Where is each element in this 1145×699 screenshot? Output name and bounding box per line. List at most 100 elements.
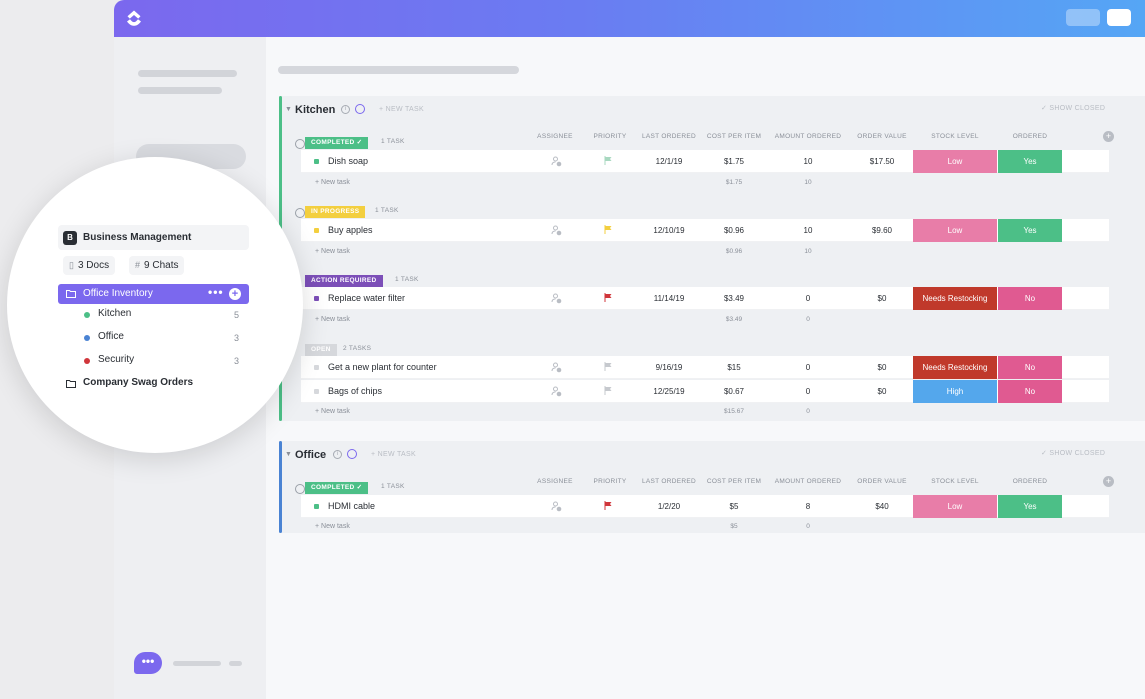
collapse-caret-icon[interactable]: ▼ xyxy=(285,451,292,458)
clickup-logo-icon[interactable] xyxy=(122,6,146,30)
new-task-button[interactable]: + New task xyxy=(315,316,350,323)
stock-level-cell[interactable]: Low xyxy=(913,495,997,518)
status-dot[interactable] xyxy=(314,389,319,394)
ordered-cell[interactable]: No xyxy=(998,356,1062,379)
assignee-icon[interactable] xyxy=(551,293,562,304)
task-name[interactable]: Buy apples xyxy=(328,225,373,235)
flag-icon[interactable] xyxy=(604,386,613,395)
ordered-cell[interactable]: Yes xyxy=(998,495,1062,518)
table-row[interactable]: Bags of chips 12/25/19 $0.67 0 $0 High N… xyxy=(301,380,1109,403)
task-name[interactable]: Get a new plant for counter xyxy=(328,362,437,372)
group-title: Kitchen xyxy=(295,104,336,116)
topbar-button-white[interactable] xyxy=(1107,9,1131,26)
sidebar-placeholder-line xyxy=(138,87,222,94)
status-badge[interactable]: IN PROGRESS xyxy=(305,206,366,218)
new-task-button[interactable]: + New task xyxy=(315,523,350,530)
stock-level-cell[interactable]: Low xyxy=(913,219,997,242)
list-name: Security xyxy=(98,354,135,365)
flag-icon[interactable] xyxy=(604,501,613,510)
status-dot[interactable] xyxy=(314,365,319,370)
task-count: 1 TASK xyxy=(381,483,405,490)
status-dot[interactable] xyxy=(314,228,319,233)
table-row[interactable]: HDMI cable 1/2/20 $5 8 $40 Low Yes xyxy=(301,495,1109,518)
new-task-header-button[interactable]: + NEW TASK xyxy=(379,106,424,113)
task-name[interactable]: Dish soap xyxy=(328,156,369,166)
status-badge[interactable]: COMPLETED ✓ xyxy=(305,137,369,149)
last-ordered-cell: 12/1/19 xyxy=(655,157,683,166)
col-amount-ordered: AMOUNT ORDERED xyxy=(774,133,842,140)
assignee-icon[interactable] xyxy=(551,156,562,167)
table-row[interactable]: Replace water filter 11/14/19 $3.49 0 $0… xyxy=(301,287,1109,310)
amount-cell: 8 xyxy=(805,502,811,511)
last-ordered-cell: 11/14/19 xyxy=(653,294,685,303)
chats-label: 9 Chats xyxy=(144,260,179,271)
flag-icon[interactable] xyxy=(604,156,613,165)
collapse-status-icon[interactable] xyxy=(295,484,305,494)
add-column-icon[interactable]: + xyxy=(1103,131,1114,142)
status-dot[interactable] xyxy=(314,504,319,509)
list-view-icon[interactable] xyxy=(347,449,357,459)
flag-icon[interactable] xyxy=(604,225,613,234)
status-badge[interactable]: OPEN xyxy=(305,344,337,356)
task-name[interactable]: HDMI cable xyxy=(328,501,376,511)
collapse-caret-icon[interactable]: ▼ xyxy=(285,106,292,113)
chats-chip[interactable]: #9 Chats xyxy=(129,256,185,275)
info-icon[interactable]: i xyxy=(333,450,342,459)
ordered-cell[interactable]: No xyxy=(998,380,1062,403)
group-color-bar xyxy=(279,441,282,533)
status-dot[interactable] xyxy=(314,159,319,164)
new-task-button[interactable]: + New task xyxy=(315,248,350,255)
new-task-button[interactable]: + New task xyxy=(315,179,350,186)
collapse-status-icon[interactable] xyxy=(295,208,305,218)
stock-level-cell[interactable]: High xyxy=(913,380,997,403)
chat-icon[interactable]: ••• xyxy=(134,652,162,674)
table-row[interactable]: Dish soap 12/1/19 $1.75 10 $17.50 Low Ye… xyxy=(301,150,1109,173)
stock-level-cell[interactable]: Low xyxy=(913,150,997,173)
sum-cost: $15.67 xyxy=(724,408,744,415)
sidebar-placeholder-line xyxy=(138,70,237,77)
sum-amount: 10 xyxy=(804,248,812,255)
show-closed-button[interactable]: ✓ SHOW CLOSED xyxy=(1041,105,1106,112)
status-dot[interactable] xyxy=(314,296,319,301)
task-count: 2 TASKS xyxy=(343,345,372,352)
collapse-status-icon[interactable] xyxy=(295,139,305,149)
workspace-header[interactable]: B Business Management xyxy=(58,225,249,250)
sidebar-footer-line xyxy=(173,661,221,666)
new-task-button[interactable]: + New task xyxy=(315,408,350,415)
value-cell: $40 xyxy=(875,502,889,511)
amount-cell: 10 xyxy=(803,226,813,235)
ordered-cell[interactable]: Yes xyxy=(998,150,1062,173)
task-name[interactable]: Bags of chips xyxy=(328,386,383,396)
task-name[interactable]: Replace water filter xyxy=(328,293,406,303)
flag-icon[interactable] xyxy=(604,293,613,302)
folder-name: Office Inventory xyxy=(83,288,153,299)
ordered-cell[interactable]: Yes xyxy=(998,219,1062,242)
assignee-icon[interactable] xyxy=(551,386,562,397)
info-icon[interactable]: i xyxy=(341,105,350,114)
stock-level-cell[interactable]: Needs Restocking xyxy=(913,356,997,379)
flag-icon[interactable] xyxy=(604,362,613,371)
assignee-icon[interactable] xyxy=(551,362,562,373)
stock-level-cell[interactable]: Needs Restocking xyxy=(913,287,997,310)
assignee-icon[interactable] xyxy=(551,501,562,512)
add-list-icon[interactable]: + xyxy=(229,288,241,300)
value-cell: $0 xyxy=(877,363,887,372)
table-row[interactable]: Buy apples 12/10/19 $0.96 10 $9.60 Low Y… xyxy=(301,219,1109,242)
cost-cell: $3.49 xyxy=(723,294,745,303)
ordered-cell[interactable]: No xyxy=(998,287,1062,310)
col-stock-level: STOCK LEVEL xyxy=(931,478,979,485)
list-view-icon[interactable] xyxy=(355,104,365,114)
more-options-icon[interactable]: ••• xyxy=(208,285,224,299)
docs-chip[interactable]: ▯ 3 Docs xyxy=(63,256,116,275)
col-order-value: ORDER VALUE xyxy=(857,133,907,140)
show-closed-button[interactable]: ✓ SHOW CLOSED xyxy=(1041,450,1106,457)
assignee-icon[interactable] xyxy=(551,225,562,236)
table-row[interactable]: Get a new plant for counter 9/16/19 $15 … xyxy=(301,356,1109,379)
top-bar xyxy=(114,0,1145,37)
status-badge[interactable]: ACTION REQUIRED xyxy=(305,275,383,287)
add-column-icon[interactable]: + xyxy=(1103,476,1114,487)
topbar-button[interactable] xyxy=(1066,9,1100,26)
status-badge[interactable]: COMPLETED ✓ xyxy=(305,482,369,494)
new-task-header-button[interactable]: + NEW TASK xyxy=(371,451,416,458)
folder-office-inventory[interactable]: Office Inventory ••• + xyxy=(58,284,249,304)
